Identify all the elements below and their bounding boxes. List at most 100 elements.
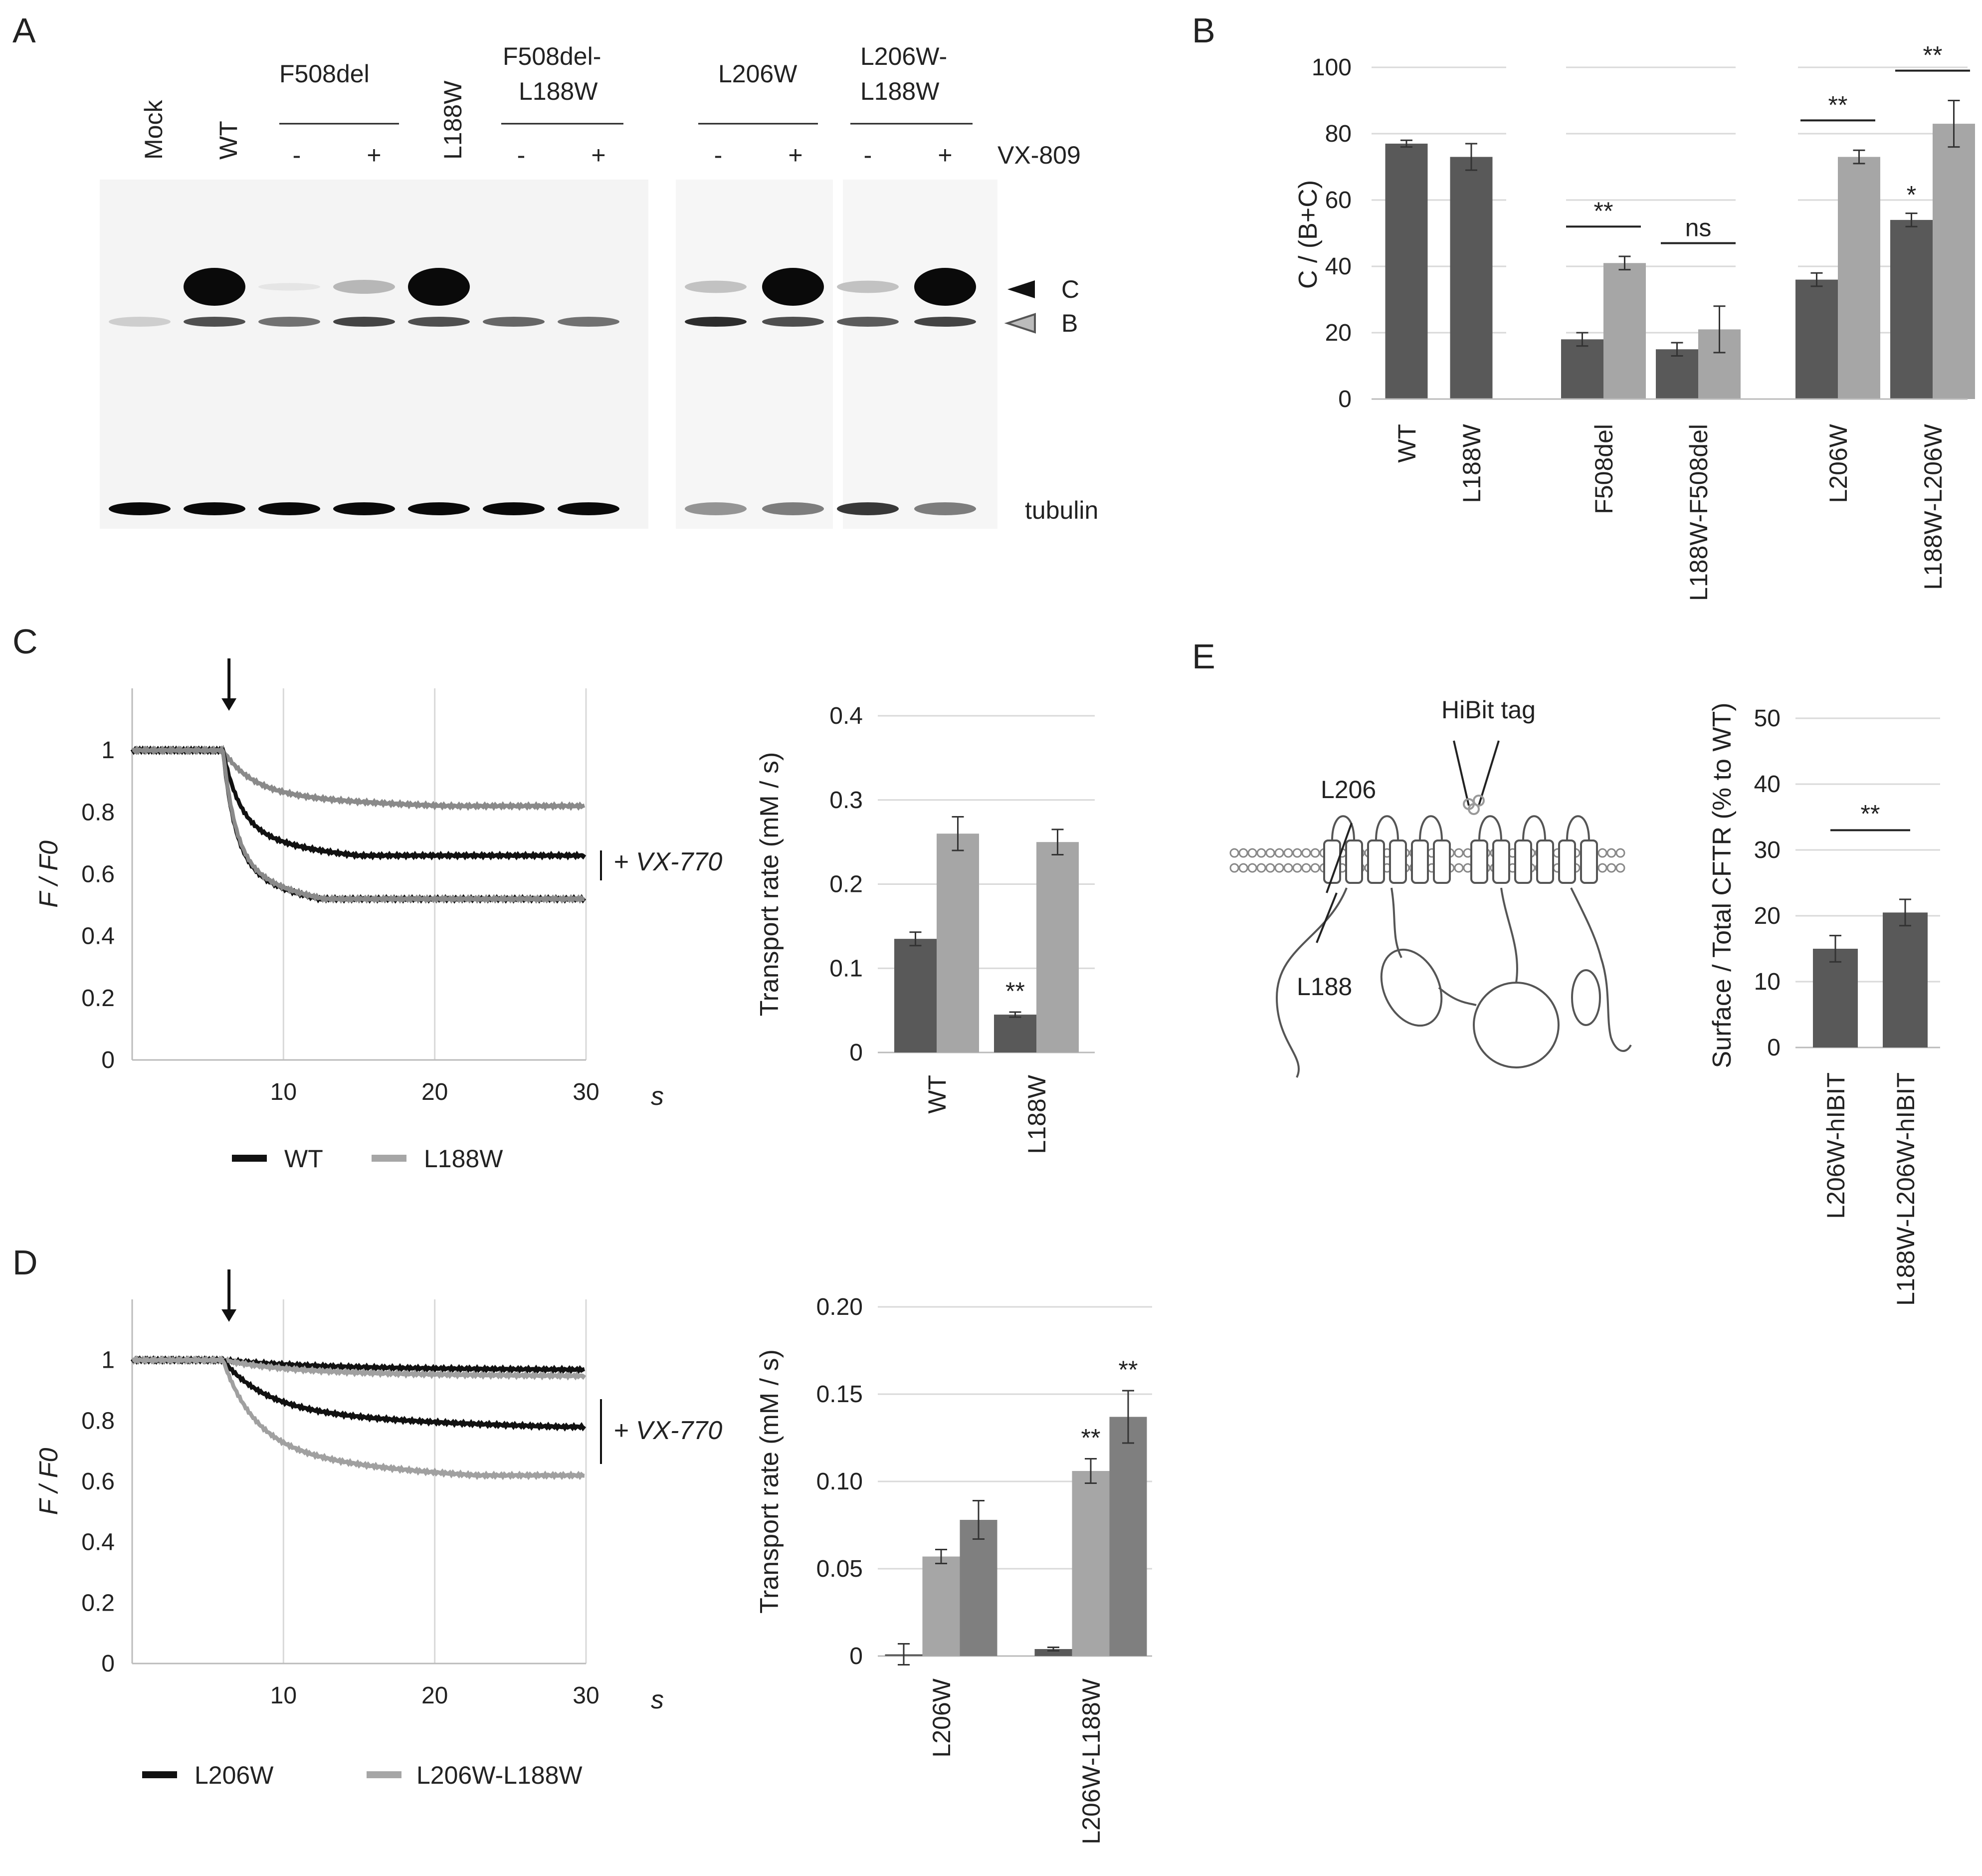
- category-label: L188W-L206W-hIBIT: [1892, 1072, 1920, 1306]
- sign-5: +: [788, 141, 802, 169]
- treatment-label-vx809: VX-809: [997, 141, 1081, 169]
- bar-l188w-l206w-hibit: [1883, 912, 1928, 1047]
- xtick-label: 30: [573, 1079, 599, 1105]
- blot-right-membrane-1: [676, 180, 833, 529]
- ytick-label: 1: [101, 1347, 115, 1374]
- band-b-2: [258, 317, 320, 327]
- sign-6: -: [864, 141, 872, 169]
- band-c-9: [837, 280, 899, 293]
- category-label: WT: [923, 1075, 951, 1114]
- category-label: L188W: [1458, 423, 1486, 503]
- ytick-label: 0.8: [81, 799, 115, 826]
- bar-wt-0: [894, 939, 937, 1052]
- series-line-0: [131, 745, 586, 811]
- bar-l188w-0: [1450, 157, 1493, 399]
- ytick-label: 40: [1754, 771, 1781, 798]
- ytick-label: 0.10: [816, 1468, 863, 1495]
- significance-label: **: [1119, 1356, 1138, 1384]
- legend-d: L206W L206W-L188W: [142, 1761, 583, 1789]
- bar-l188w-l206w-1: [1933, 124, 1975, 400]
- band-tubulin-6: [558, 502, 619, 515]
- ytick-label: 0: [101, 1047, 115, 1073]
- band-c-arrow: [1007, 280, 1035, 298]
- band-c-4: [408, 268, 470, 306]
- ytick-label: 1: [101, 737, 115, 764]
- cftr-schematic: [1229, 740, 1632, 1078]
- category-label: L188W: [1023, 1074, 1051, 1154]
- series-line-3: [132, 745, 585, 904]
- ytick-label: 0.20: [816, 1294, 863, 1320]
- group-label-f508del-l188w-2: L188W: [519, 77, 598, 105]
- sign-2: -: [517, 141, 526, 169]
- band-c-8: [762, 268, 824, 306]
- ytick-label: 0.8: [81, 1408, 115, 1434]
- bar-l206w-hibit: [1813, 949, 1858, 1047]
- band-b-7: [685, 317, 747, 327]
- ytick-label: 0.6: [81, 861, 115, 888]
- lane-label-wt: WT: [214, 121, 242, 160]
- ytick-label: 0.1: [829, 955, 863, 982]
- band-b-3: [333, 317, 395, 327]
- band-c-2: [258, 283, 320, 291]
- band-c-7: [685, 280, 747, 293]
- label-l188: L188: [1297, 973, 1352, 1001]
- ytick-label: 60: [1325, 187, 1352, 213]
- sign-7: +: [938, 141, 952, 169]
- xtick-label: 20: [421, 1682, 448, 1709]
- panel-letter-d: D: [12, 1243, 38, 1282]
- significance-label: **: [1828, 91, 1848, 119]
- band-tubulin-1: [184, 502, 245, 515]
- ytick-label: 0.2: [829, 871, 863, 898]
- bar-l188w-f508del-0: [1656, 349, 1698, 399]
- band-b-0: [109, 317, 171, 327]
- legend-c-l188w: L188W: [424, 1145, 503, 1173]
- bar-wt-0: [1385, 143, 1428, 399]
- band-b-5: [483, 317, 545, 327]
- band-tubulin-3: [333, 502, 395, 515]
- panel-a-blot: Mock WT L188W F508del F508del- L188W L20…: [100, 42, 1098, 529]
- vx770-label: + VX-770: [613, 1416, 722, 1445]
- band-b-10: [914, 317, 976, 327]
- band-tubulin-10: [914, 502, 976, 515]
- yaxis-label: Transport rate (mM / s): [755, 1349, 784, 1614]
- ytick-label: 0: [849, 1040, 863, 1066]
- legend-c: WT L188W: [232, 1145, 503, 1173]
- band-tubulin-4: [408, 502, 470, 515]
- xaxis-label: s: [651, 1685, 664, 1714]
- category-label: L188W-F508del: [1685, 424, 1713, 601]
- band-tubulin-0: [109, 502, 171, 515]
- band-tubulin-8: [762, 502, 824, 515]
- significance-label: **: [1005, 977, 1025, 1005]
- ytick-label: 0.4: [829, 703, 863, 729]
- band-b-4: [408, 317, 470, 327]
- significance-label: **: [1594, 197, 1613, 225]
- band-label-c: C: [1061, 275, 1079, 303]
- ytick-label: 50: [1754, 705, 1781, 732]
- bar-l206w-1: [1838, 157, 1880, 399]
- label-l206: L206: [1321, 776, 1376, 804]
- category-label: F508del: [1590, 424, 1618, 514]
- band-b-8: [762, 317, 824, 327]
- chart-c-bar: 0 0.1 0.2 0.3 0.4 Transport rate (mM / s) WT L1…: [755, 703, 1095, 1154]
- ytick-label: 0: [1767, 1035, 1781, 1061]
- band-b-1: [184, 317, 245, 327]
- chart-d-line: 0 0.2 0.4 0.6 0.8 1 10 20 30 s F / F0 + VX-770: [34, 1269, 722, 1714]
- yaxis-label: F / F0: [34, 840, 63, 908]
- group-label-f508del: F508del: [279, 60, 370, 88]
- yaxis-label: F / F0: [34, 1448, 63, 1515]
- sign-3: +: [591, 141, 605, 169]
- lane-label-mock: Mock: [140, 100, 168, 160]
- ytick-label: 30: [1754, 837, 1781, 863]
- ytick-label: 10: [1754, 969, 1781, 995]
- group-label-l206w: L206W: [718, 60, 797, 88]
- ytick-label: 20: [1325, 320, 1352, 346]
- ytick-label: 0: [849, 1643, 863, 1669]
- bar-l206w-2: [960, 1520, 997, 1656]
- series-line-2: [130, 745, 587, 904]
- ytick-label: 0.15: [816, 1381, 863, 1408]
- category-label: L206W-L188W: [1077, 1678, 1105, 1844]
- ytick-label: 100: [1312, 54, 1352, 81]
- group-label-l206w-l188w-2: L188W: [860, 77, 940, 105]
- chart-c-line: 0 0.2 0.4 0.6 0.8 1 10 20 30 s F / F0 + VX-770: [34, 658, 722, 1111]
